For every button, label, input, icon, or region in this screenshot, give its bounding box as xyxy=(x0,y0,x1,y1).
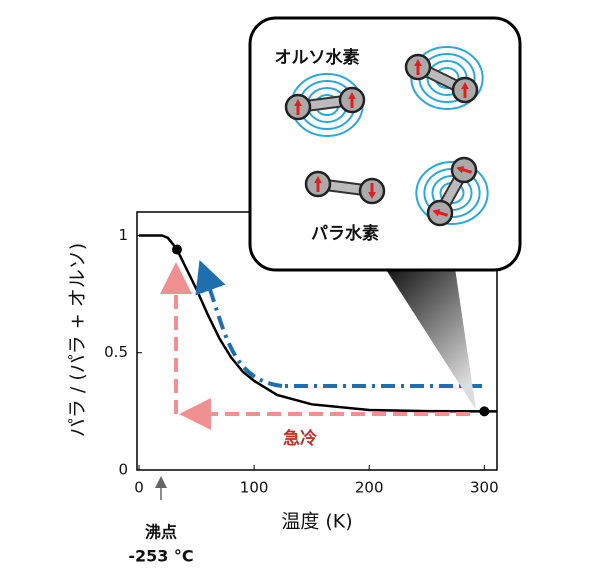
x-tick-label: 300 xyxy=(470,479,499,497)
boiling-temp: -253 °C xyxy=(128,547,193,566)
warm-arrow-curve xyxy=(195,259,283,388)
para-label: パラ水素 xyxy=(311,223,379,244)
spin-ring xyxy=(415,161,489,225)
x-tick-label: 200 xyxy=(355,479,384,497)
ortho-label: オルソ水素 xyxy=(275,47,360,68)
spin-arrow-head xyxy=(456,166,465,174)
spin-arrow-head xyxy=(348,92,356,100)
curve xyxy=(139,234,497,413)
spin-arrow-head xyxy=(314,176,322,184)
spin-arrow-head xyxy=(294,99,302,107)
spin-arrow-head xyxy=(368,191,376,199)
boiling-label: 沸点 xyxy=(145,523,177,542)
molecules xyxy=(284,46,489,227)
y-tick-label: 0 xyxy=(118,461,128,479)
x-axis-label: 温度 (K) xyxy=(281,511,352,533)
quench-label: 急冷 xyxy=(283,428,317,449)
x-tick-label: 100 xyxy=(240,479,269,497)
y-tick-label: 0.5 xyxy=(104,343,128,361)
spin-arrow-head xyxy=(432,209,441,217)
x-tick-label: 0 xyxy=(134,479,144,497)
callout-pointer xyxy=(385,268,476,410)
point xyxy=(171,244,182,255)
point xyxy=(479,406,490,417)
plot-area: 0 100 200 300 0 0.5 1 xyxy=(104,226,499,497)
y-tick-label: 1 xyxy=(118,226,128,244)
spin-arrow-head xyxy=(461,82,469,90)
spin-arrow-head xyxy=(414,59,422,67)
y-axis-label: パラ / (パラ + オルソ) xyxy=(67,243,89,437)
